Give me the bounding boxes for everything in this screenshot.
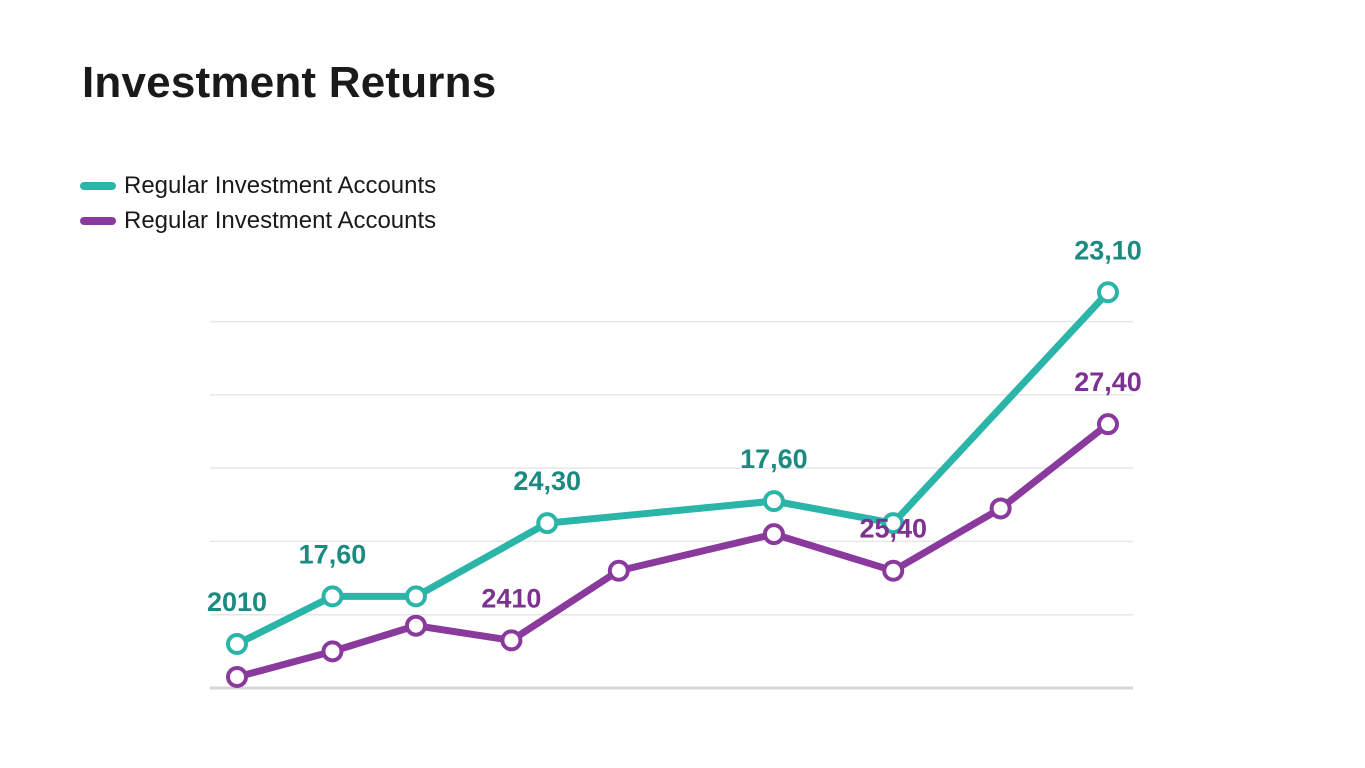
series-2-point [321, 640, 344, 663]
series-2-point [500, 629, 523, 652]
legend-swatch-series-1 [80, 181, 116, 190]
legend-label-series-2: Regular Investment Accounts [124, 206, 437, 234]
legend-label-series-1: Regular Investment Accounts [124, 171, 437, 199]
series-points [226, 281, 1119, 689]
legend: Regular Investment Accounts Regular Inve… [80, 168, 436, 238]
series-1-data-label: 17,60 [299, 539, 367, 569]
series-1-data-label: 17,60 [740, 444, 808, 474]
series-1-point [226, 633, 248, 656]
series-1-point [762, 490, 785, 513]
series-2-point [404, 614, 427, 637]
legend-item-series-2: Regular Investment Accounts [80, 203, 436, 238]
chart-title: Investment Returns [82, 58, 497, 107]
series-2-point [607, 559, 630, 582]
series-2-point [1097, 413, 1119, 436]
series-line-2 [233, 420, 1112, 681]
series-2-point [762, 523, 785, 546]
series-1-point [536, 512, 559, 535]
series-2-data-label: 27,40 [1074, 367, 1142, 397]
series-1-data-label: 24,30 [513, 466, 581, 496]
series-1-point [882, 512, 905, 535]
legend-swatch-series-2 [80, 216, 116, 225]
series-1-point [404, 585, 427, 608]
legend-item-series-1: Regular Investment Accounts [80, 168, 436, 203]
series-1-data-label: 2010 [207, 587, 267, 617]
series-1-point [321, 585, 344, 608]
series-1-point [1097, 281, 1119, 304]
series-2-point [226, 666, 248, 689]
series-2-point [882, 559, 905, 582]
series-2-point [989, 497, 1012, 520]
data-labels: 2010 17,60 24,30 17,60 23,10 2410 25,40 27,40 [207, 235, 1142, 617]
series-1-data-label: 23,10 [1074, 235, 1142, 265]
gridlines [210, 320, 1133, 690]
series-2-data-label: 2410 [481, 583, 541, 613]
series-lines [233, 288, 1112, 681]
series-2-data-label: 25,40 [859, 514, 927, 544]
